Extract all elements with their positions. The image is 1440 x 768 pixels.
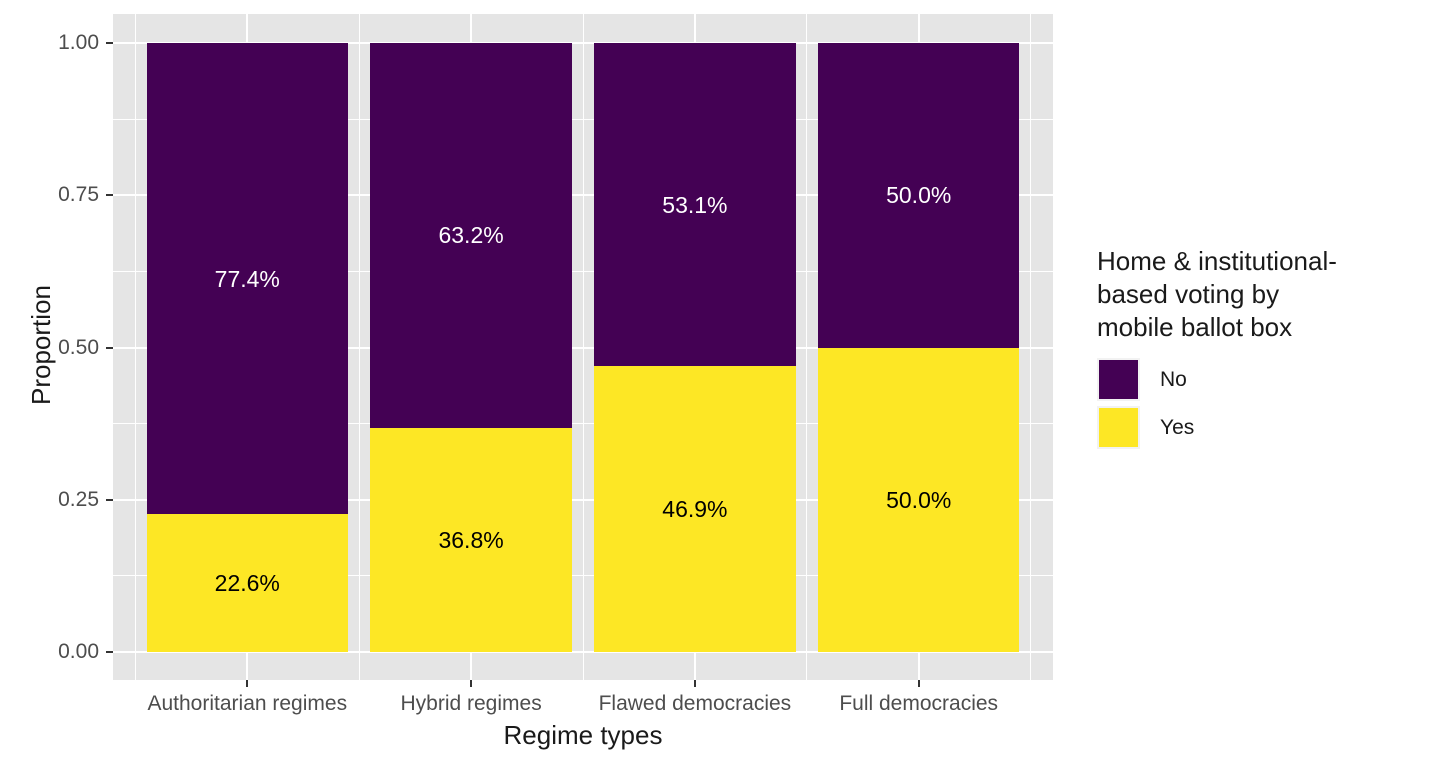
gridline-minor-y xyxy=(113,423,1053,425)
bar-segment-no xyxy=(146,43,348,515)
x-tick-mark xyxy=(693,680,696,687)
x-tick-label: Authoritarian regimes xyxy=(147,692,348,715)
gridline-major-y xyxy=(113,651,1053,653)
x-tick-label: Full democracies xyxy=(839,692,999,715)
y-axis-title: Proportion xyxy=(26,285,56,405)
legend-key-swatch-yes xyxy=(1099,408,1138,447)
gridline-major-y xyxy=(113,498,1053,501)
bar-segment-no xyxy=(818,43,1020,348)
legend-entries: No Yes xyxy=(1097,358,1437,449)
y-tick-mark xyxy=(106,498,113,501)
legend-key xyxy=(1097,358,1140,401)
plot-panel: 22.6% 77.4% 36.8% 63.2% 46.9% 53.1% 50.0% 50.0% xyxy=(113,14,1053,680)
y-tick-label: 0.75 xyxy=(58,183,99,207)
bar-segment-yes xyxy=(146,514,348,652)
y-tick-mark xyxy=(106,42,113,44)
y-tick-label: 0.00 xyxy=(58,640,99,663)
y-tick-label: 0.25 xyxy=(58,487,99,511)
bar-segment-no xyxy=(594,43,796,367)
legend-key xyxy=(1097,406,1140,449)
legend: Home & institutional- based voting by mo… xyxy=(1097,245,1437,454)
bar-segment-yes xyxy=(370,427,572,652)
legend-entry-no: No xyxy=(1097,358,1437,401)
gridline-minor-y xyxy=(113,118,1053,120)
x-tick-label: Flawed democracies xyxy=(598,692,792,715)
x-axis-title: Regime types xyxy=(503,720,663,750)
y-tick-mark xyxy=(106,651,113,653)
gridline-major-y xyxy=(113,42,1053,44)
legend-entry-label: Yes xyxy=(1160,415,1195,439)
legend-key-swatch-no xyxy=(1099,360,1138,399)
gridline-major-y xyxy=(113,346,1053,349)
x-tick-label: Hybrid regimes xyxy=(400,692,542,715)
gridline-minor-y xyxy=(113,575,1053,577)
legend-entry-label: No xyxy=(1160,367,1187,391)
y-tick-label: 0.50 xyxy=(58,335,99,359)
gridline-minor-y xyxy=(113,270,1053,272)
bar-segment-yes xyxy=(594,366,796,652)
legend-entry-yes: Yes xyxy=(1097,406,1437,449)
x-tick-mark xyxy=(246,680,249,687)
bar-segment-yes xyxy=(818,347,1020,652)
legend-title: Home & institutional- based voting by mo… xyxy=(1097,246,1337,342)
x-tick-mark xyxy=(917,680,920,687)
bar-segment-no xyxy=(370,43,572,428)
y-tick-mark xyxy=(106,346,113,349)
y-tick-label: 1.00 xyxy=(58,31,99,54)
gridline-major-y xyxy=(113,194,1053,197)
x-tick-mark xyxy=(470,680,473,687)
y-tick-mark xyxy=(106,194,113,197)
